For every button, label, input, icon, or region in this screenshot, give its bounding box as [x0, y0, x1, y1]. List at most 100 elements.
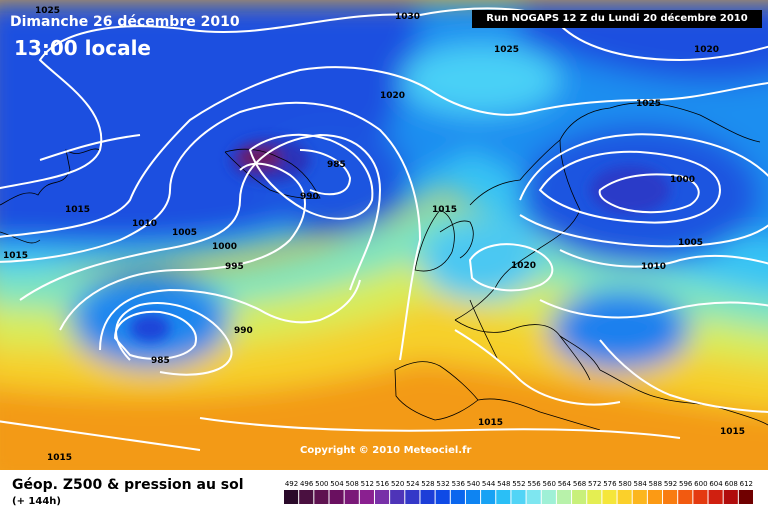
- isobar-labels: 1025 1030 1025 1020 1020 985 990 1015 10…: [3, 6, 745, 463]
- scale-swatch: [723, 490, 738, 504]
- isobar-label: 1025: [636, 99, 661, 109]
- scale-label: 556: [527, 480, 541, 488]
- isobar-label: 1025: [494, 45, 519, 55]
- scale-swatch: [390, 490, 405, 504]
- scale-label: 536: [451, 480, 465, 488]
- scale-label: 512: [360, 480, 374, 488]
- scale-swatch: [556, 490, 572, 504]
- isobar-label: 985: [327, 160, 346, 170]
- scale-swatch: [602, 490, 617, 504]
- scale-label: 552: [512, 480, 526, 488]
- scale-swatch: [693, 490, 708, 504]
- scale-label: 588: [648, 480, 663, 488]
- scale-swatch: [632, 490, 647, 504]
- isobar-label: 1030: [395, 12, 420, 22]
- isobar-label: 1005: [172, 228, 197, 238]
- isobar-label: 990: [234, 326, 253, 336]
- scale-swatch: [284, 490, 299, 504]
- isobar-label: 985: [151, 356, 170, 366]
- isobar-label: 1020: [380, 91, 405, 101]
- scale-swatch: [647, 490, 663, 504]
- scale-label: 548: [497, 480, 511, 488]
- scale-swatch: [420, 490, 435, 504]
- geopotential-field: [0, 0, 768, 470]
- isobar-label: 1020: [694, 45, 719, 55]
- isobar-label: 1000: [670, 175, 695, 185]
- scale-label: 564: [557, 480, 572, 488]
- scale-label: 516: [375, 480, 390, 488]
- scale-swatch: [374, 490, 390, 504]
- scale-label: 508: [345, 480, 359, 488]
- scale-swatch: [511, 490, 526, 504]
- isobar-label: 1015: [65, 205, 90, 215]
- isobar-label: 995: [225, 262, 244, 272]
- scale-label: 596: [679, 480, 693, 488]
- isobar-label: 1015: [478, 418, 503, 428]
- scale-label: 500: [315, 480, 329, 488]
- scale-swatch: [738, 490, 753, 504]
- isobar-label: 1015: [720, 427, 745, 437]
- copyright-notice: Copyright © 2010 Meteociel.fr: [300, 445, 472, 456]
- scale-swatch: [708, 490, 723, 504]
- scale-swatch: [526, 490, 541, 504]
- scale-swatch: [405, 490, 420, 504]
- isobar-label: 1015: [3, 251, 28, 261]
- scale-label: 568: [572, 480, 587, 488]
- scale-label: 604: [709, 480, 723, 488]
- scale-swatch: [299, 490, 314, 504]
- scale-swatch: [329, 490, 344, 504]
- model-run-info: Run NOGAPS 12 Z du Lundi 20 décembre 201…: [472, 10, 762, 28]
- scale-label: 492: [284, 480, 299, 488]
- scale-label: 592: [663, 480, 678, 488]
- isobar-label: 1005: [678, 238, 703, 248]
- scale-label: 504: [330, 480, 344, 488]
- scale-label: 584: [633, 480, 647, 488]
- scale-label: 576: [603, 480, 617, 488]
- scale-swatch: [496, 490, 511, 504]
- scale-swatch: [435, 490, 450, 504]
- scale-swatch: [587, 490, 602, 504]
- scale-label: 580: [618, 480, 632, 488]
- isobar-label: 1015: [47, 453, 72, 463]
- scale-label: 544: [481, 480, 496, 488]
- forecast-date: Dimanche 26 décembre 2010: [10, 14, 240, 30]
- isobars: [0, 7, 768, 451]
- scale-label: 612: [739, 480, 754, 488]
- isobar-label: 1020: [511, 261, 536, 271]
- scale-swatch: [450, 490, 465, 504]
- forecast-local-time: 13:00 locale: [14, 36, 151, 60]
- coastlines: [0, 102, 768, 431]
- scale-swatch: [572, 490, 587, 504]
- scale-label: 496: [299, 480, 314, 488]
- scale-label: 520: [390, 480, 405, 488]
- scale-swatch: [678, 490, 693, 504]
- scale-label: 572: [588, 480, 602, 488]
- color-scale-labels: 492 496 500 504 508 512 516 520 524 528 532 536 540 5…: [284, 480, 754, 490]
- scale-label: 532: [436, 480, 450, 488]
- scale-label: 528: [421, 480, 435, 488]
- isobar-label: 1015: [432, 205, 457, 215]
- scale-swatch: [617, 490, 632, 504]
- scale-label: 608: [724, 480, 738, 488]
- scale-label: 560: [542, 480, 556, 488]
- scale-swatch: [541, 490, 556, 504]
- isobar-label: 1025: [35, 6, 60, 16]
- weather-map: 1025 1030 1025 1020 1020 985 990 1015 10…: [0, 0, 768, 470]
- isobar-label: 990: [300, 192, 319, 202]
- forecast-lead-time: (+ 144h): [12, 496, 61, 507]
- scale-swatch: [359, 490, 374, 504]
- scale-swatch: [481, 490, 496, 504]
- scale-swatch: [663, 490, 678, 504]
- scale-label: 600: [694, 480, 708, 488]
- isobar-label: 1000: [212, 242, 237, 252]
- scale-swatch: [344, 490, 359, 504]
- isobar-label: 1010: [132, 219, 157, 229]
- legend-title: Géop. Z500 & pression au sol: [12, 477, 244, 493]
- scale-swatch: [314, 490, 329, 504]
- scale-label: 540: [466, 480, 481, 488]
- scale-swatch: [465, 490, 481, 504]
- scale-label: 524: [406, 480, 420, 488]
- isobar-label: 1010: [641, 262, 666, 272]
- color-scale-bar: [284, 490, 753, 504]
